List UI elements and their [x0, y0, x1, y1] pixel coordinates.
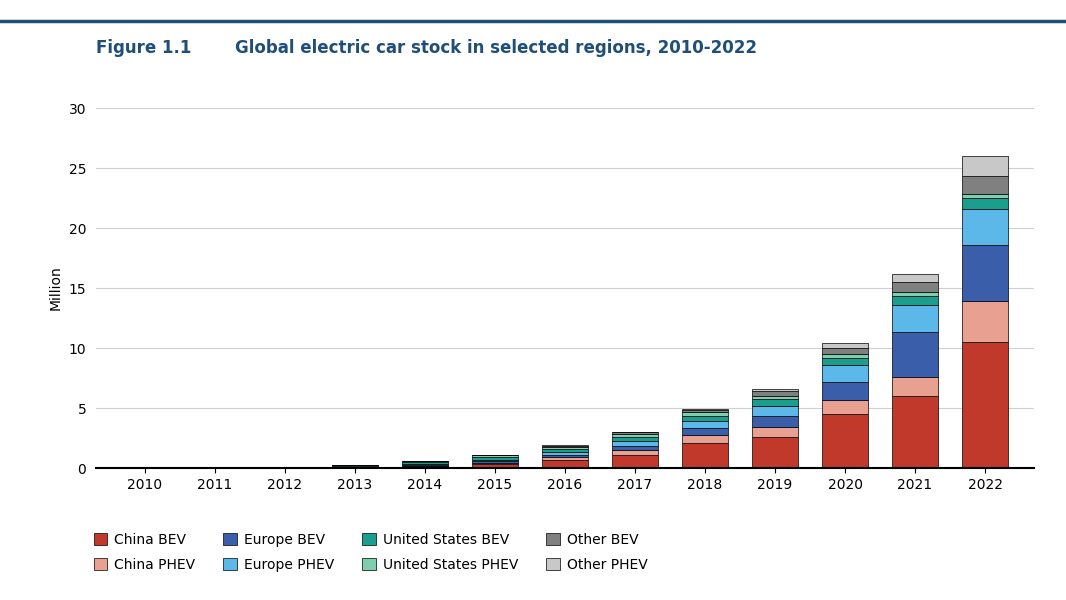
- Bar: [612, 441, 658, 446]
- Bar: [753, 391, 797, 395]
- Bar: [682, 409, 728, 410]
- Bar: [402, 465, 448, 466]
- Bar: [543, 446, 587, 449]
- Bar: [333, 465, 377, 466]
- Bar: [472, 461, 518, 463]
- Bar: [892, 377, 938, 396]
- Bar: [612, 455, 658, 468]
- Bar: [682, 435, 728, 443]
- Bar: [753, 427, 797, 437]
- Bar: [612, 446, 658, 450]
- Bar: [472, 457, 518, 460]
- Bar: [963, 301, 1007, 342]
- Bar: [822, 365, 868, 382]
- Bar: [892, 396, 938, 468]
- Bar: [963, 342, 1007, 468]
- Text: Global electric car stock in selected regions, 2010-2022: Global electric car stock in selected re…: [235, 39, 757, 57]
- Bar: [612, 437, 658, 441]
- Bar: [753, 399, 797, 406]
- Bar: [963, 245, 1007, 301]
- Bar: [892, 274, 938, 282]
- Bar: [753, 395, 797, 399]
- Bar: [612, 431, 658, 433]
- Bar: [612, 450, 658, 455]
- Bar: [822, 347, 868, 354]
- Bar: [682, 421, 728, 428]
- Bar: [472, 463, 518, 464]
- Bar: [822, 382, 868, 400]
- Bar: [333, 466, 377, 467]
- Bar: [963, 209, 1007, 245]
- Bar: [822, 400, 868, 414]
- Bar: [402, 466, 448, 468]
- Bar: [822, 358, 868, 365]
- Bar: [963, 194, 1007, 198]
- Bar: [682, 428, 728, 435]
- Bar: [543, 460, 587, 468]
- Bar: [963, 156, 1007, 176]
- Bar: [543, 452, 587, 455]
- Bar: [472, 464, 518, 468]
- Bar: [892, 292, 938, 296]
- Bar: [753, 437, 797, 468]
- Bar: [753, 406, 797, 416]
- Bar: [543, 449, 587, 452]
- Bar: [892, 296, 938, 305]
- Bar: [612, 433, 658, 434]
- Bar: [892, 282, 938, 292]
- Bar: [682, 416, 728, 421]
- Bar: [402, 461, 448, 463]
- Bar: [753, 416, 797, 427]
- Bar: [472, 460, 518, 461]
- Bar: [472, 455, 518, 457]
- Bar: [682, 410, 728, 412]
- Bar: [682, 412, 728, 416]
- Bar: [682, 443, 728, 468]
- Bar: [543, 457, 587, 460]
- Text: Figure 1.1: Figure 1.1: [96, 39, 191, 57]
- Bar: [402, 463, 448, 464]
- Bar: [612, 434, 658, 437]
- Bar: [753, 389, 797, 391]
- Y-axis label: Million: Million: [49, 266, 63, 310]
- Bar: [822, 354, 868, 358]
- Bar: [963, 176, 1007, 194]
- Bar: [543, 455, 587, 457]
- Bar: [822, 343, 868, 347]
- Bar: [963, 198, 1007, 209]
- Legend: China BEV, China PHEV, Europe BEV, Europe PHEV, United States BEV, United States: China BEV, China PHEV, Europe BEV, Europ…: [94, 533, 648, 572]
- Bar: [892, 332, 938, 377]
- Bar: [822, 414, 868, 468]
- Bar: [892, 305, 938, 332]
